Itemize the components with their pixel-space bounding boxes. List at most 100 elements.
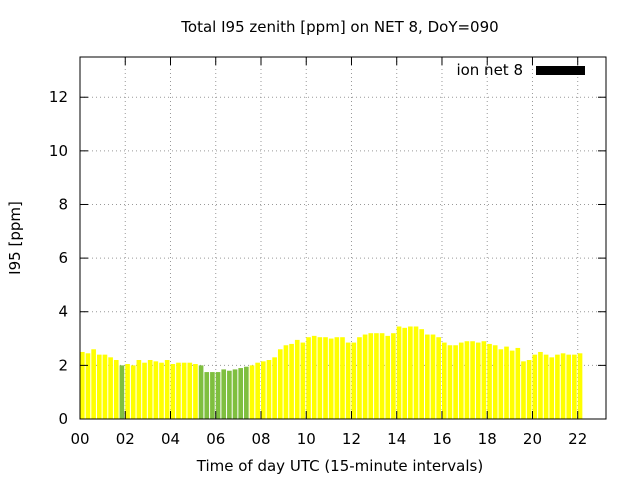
bar	[526, 360, 532, 419]
x-tick-label: 00	[70, 430, 89, 448]
bar	[255, 362, 260, 419]
bar	[549, 357, 555, 419]
bar	[125, 364, 130, 419]
bar	[362, 334, 368, 419]
y-tick-label: 8	[58, 195, 68, 213]
chart-title: Total I95 zenith [ppm] on NET 8, DoY=090	[180, 18, 498, 36]
bar	[543, 354, 549, 419]
legend: ion net 8	[456, 61, 585, 79]
bars	[80, 326, 583, 419]
bar	[176, 362, 181, 419]
bar	[91, 349, 96, 419]
bar	[227, 370, 232, 419]
x-axis-label: Time of day UTC (15-minute intervals)	[196, 457, 483, 475]
x-tick-label: 16	[432, 430, 451, 448]
bar	[244, 366, 249, 419]
bar	[181, 362, 187, 419]
bar	[159, 362, 164, 419]
bar	[436, 337, 441, 419]
bar	[453, 345, 458, 419]
bar	[572, 354, 577, 419]
x-tick-label: 22	[568, 430, 587, 448]
bar	[85, 353, 91, 419]
bar	[170, 364, 176, 419]
bar	[425, 334, 430, 419]
bar	[198, 365, 204, 419]
bar	[538, 351, 543, 419]
bar	[475, 342, 481, 419]
x-tick-label: 14	[387, 430, 406, 448]
bar	[396, 326, 402, 419]
bar	[577, 353, 583, 419]
bar	[215, 372, 221, 419]
bar	[294, 339, 300, 419]
bar	[277, 349, 283, 419]
bar	[249, 365, 255, 419]
bar	[204, 372, 210, 419]
y-tick-label: 4	[58, 303, 68, 321]
grid-lines	[80, 57, 606, 419]
legend-label: ion net 8	[456, 61, 523, 79]
bar	[345, 342, 351, 419]
x-tick-label: 08	[251, 430, 270, 448]
bar	[441, 342, 447, 419]
bar	[492, 345, 498, 419]
bar	[464, 341, 470, 419]
bar	[504, 346, 509, 419]
bar	[300, 342, 306, 419]
bar	[80, 351, 85, 419]
bar	[470, 341, 475, 419]
bar	[102, 354, 108, 419]
x-tick-label: 12	[342, 430, 361, 448]
bar	[368, 333, 374, 419]
bar	[96, 354, 102, 419]
y-tick-label: 0	[58, 410, 68, 428]
bar	[136, 360, 142, 419]
bar	[555, 354, 560, 419]
plot-frame	[79, 56, 607, 420]
bar	[413, 326, 419, 419]
bar	[221, 369, 227, 419]
bar	[447, 345, 453, 419]
bar	[317, 337, 323, 419]
bar	[515, 347, 521, 419]
bar	[458, 342, 464, 419]
x-tick-label: 06	[206, 430, 225, 448]
bar	[509, 350, 515, 419]
bar	[108, 357, 113, 419]
bar	[481, 341, 487, 419]
bar	[119, 365, 125, 419]
bar	[566, 354, 572, 419]
bar	[340, 337, 345, 419]
y-tick-label: 2	[58, 356, 68, 374]
legend-swatch	[536, 66, 585, 75]
bar	[232, 369, 238, 419]
bar	[311, 335, 317, 419]
x-tick-label: 20	[523, 430, 542, 448]
bar	[193, 364, 198, 419]
x-tick-label: 10	[297, 430, 316, 448]
y-tick-label: 12	[49, 88, 68, 106]
bar	[323, 337, 328, 419]
bar	[306, 337, 311, 419]
bar	[521, 361, 526, 419]
x-tick-label: 18	[478, 430, 497, 448]
bar	[430, 334, 436, 419]
bar	[113, 360, 119, 419]
bar	[142, 362, 147, 419]
bar	[328, 338, 334, 419]
bar	[560, 353, 566, 419]
x-tick-label: 04	[161, 430, 180, 448]
bar	[334, 337, 340, 419]
bar	[374, 333, 379, 419]
y-tick-label: 10	[49, 142, 68, 160]
bar	[532, 354, 538, 419]
bar	[164, 360, 170, 419]
y-tick-label: 6	[58, 249, 68, 267]
y-axis-label: I95 [ppm]	[6, 201, 24, 275]
bar	[210, 372, 215, 419]
bar	[266, 360, 272, 419]
bar	[408, 326, 413, 419]
